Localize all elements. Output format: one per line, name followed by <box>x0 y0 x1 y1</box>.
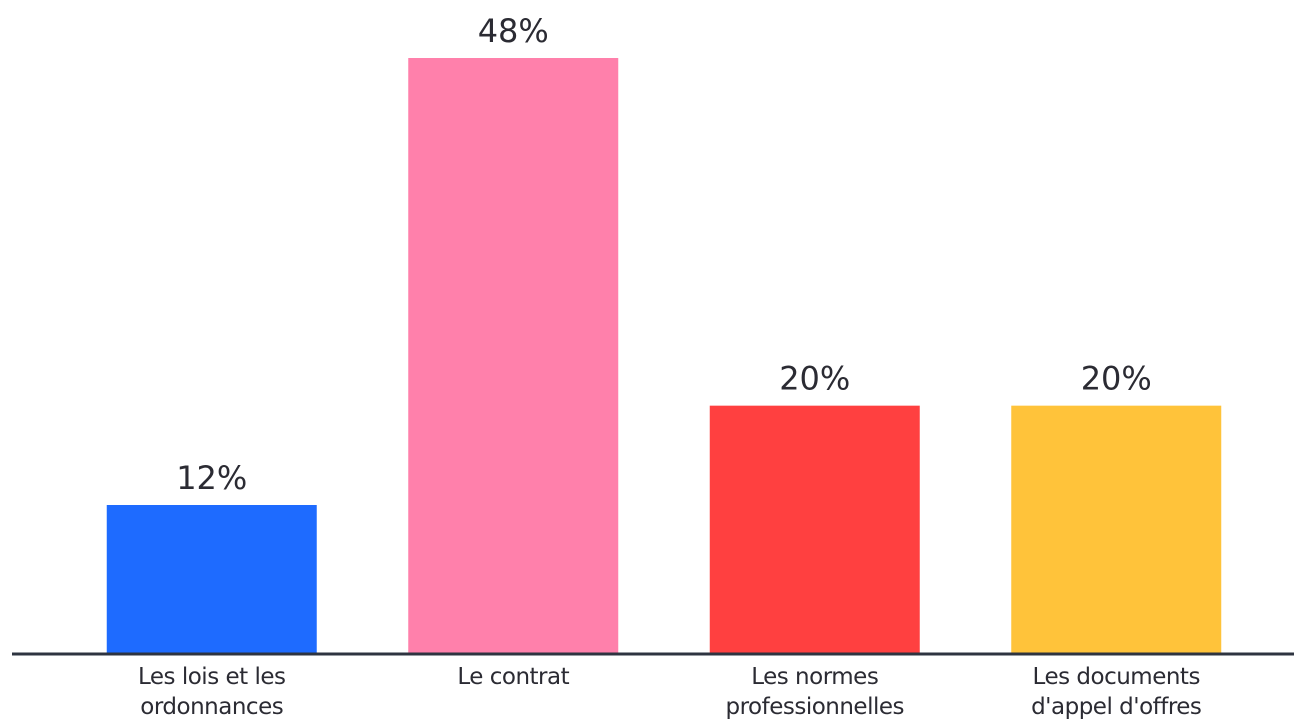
bar <box>408 58 619 654</box>
category-label: Le contrat <box>457 664 570 690</box>
bar <box>709 405 920 654</box>
value-label: 20% <box>779 360 850 398</box>
category-label: Les documents d'appel d'offres <box>1031 664 1202 720</box>
bar <box>106 505 317 654</box>
bar <box>1011 405 1222 654</box>
value-label: 20% <box>1081 360 1152 398</box>
category-label: Les lois et les ordonnances <box>137 664 286 720</box>
category-label: Les normes professionnelles <box>725 664 904 720</box>
value-label: 48% <box>478 12 549 50</box>
value-label: 12% <box>176 459 247 497</box>
